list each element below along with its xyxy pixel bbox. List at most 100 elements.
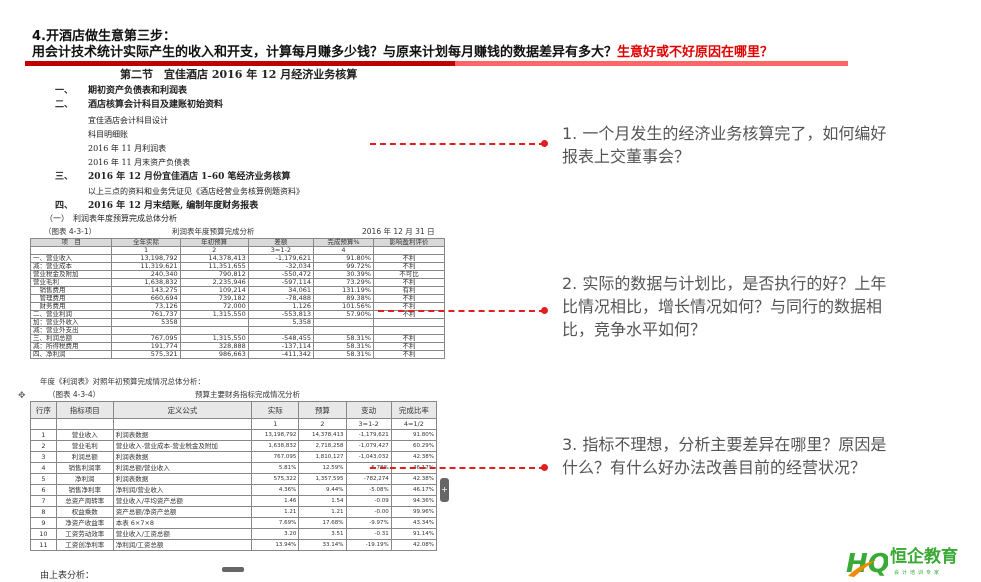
index-cell	[112, 418, 253, 430]
table-row: 5 净利润 利润表数据 575,322 1,357,595 -782,274 42.38%	[30, 473, 438, 485]
table-cell: 本表 6×7×8	[112, 517, 253, 529]
table-cell: 净利润	[55, 473, 114, 485]
table-cell: 5	[30, 473, 57, 485]
brand-name: 恒企教育	[890, 547, 958, 567]
table-cell: 2,718,258	[298, 440, 347, 452]
table-cell: 营业收入/平均资产总额	[112, 495, 253, 507]
table-cell: 营业收入	[55, 429, 114, 441]
table-cell: 不利	[372, 350, 446, 359]
callout-dot-3	[541, 464, 548, 471]
table-cell: 42.38%	[390, 451, 438, 463]
table-row: 3 利润总额 利润表数据 767,095 1,810,127 -1,043,032 42.3…	[30, 451, 438, 463]
table-cell: 91.80%	[390, 429, 438, 441]
callout-dot-2	[541, 307, 548, 314]
callout-dot-1	[541, 140, 548, 147]
table1-title: 利润表年度预算完成分析	[172, 227, 255, 236]
table-cell: 1.46	[251, 495, 300, 507]
table-cell: -1,179,621	[345, 429, 392, 441]
table-cell: 5,358	[247, 318, 314, 327]
table-cell: 17.68%	[298, 517, 347, 529]
table-row: 1 营业收入 利润表数据 13,198,792 14,378,413 -1,179,621…	[30, 429, 438, 441]
table-cell: -0.09	[345, 495, 392, 507]
table-row: 销售费用 143,275 109,214 34,061 131.19% 有利	[29, 286, 446, 295]
table-cell: 资产总额/净资产总额	[112, 506, 253, 518]
table-cell: 1,357,595	[298, 473, 347, 485]
index-cell	[55, 418, 114, 430]
table-cell: 净资产收益率	[55, 517, 114, 529]
table-cell: 9	[30, 517, 57, 529]
table-cell: -1,079,427	[345, 440, 392, 452]
add-row-handle[interactable]	[222, 567, 244, 572]
outline-item: 2016 年 12 月末结账, 编制年度财务报表	[88, 201, 259, 211]
title-underline-dark	[25, 61, 455, 66]
table-cell: 总资产周转率	[55, 495, 114, 507]
table-cell: 营业收入-营业成本-营业税金及附加	[112, 440, 253, 452]
table-cell: 权益乘数	[55, 506, 114, 518]
table-cell: 33.14%	[298, 539, 347, 551]
table-cell: 营业毛利	[55, 440, 114, 452]
table-cell: 利润表数据	[112, 451, 253, 463]
table-cell: 91.14%	[390, 528, 438, 540]
slide-title: 4.开酒店做生意第三步：	[32, 29, 176, 44]
table-cell: 60.29%	[390, 440, 438, 452]
table-cell: 2	[30, 440, 57, 452]
brand-tagline: 会计培训专家	[894, 570, 943, 576]
table-row: 2 营业毛利 营业收入-营业成本-营业税金及附加 1,638,832 2,718,258…	[30, 440, 438, 452]
column-header: 完成比率	[390, 401, 438, 419]
subtitle-highlight: 生意好或不好原因在哪里？	[617, 45, 774, 60]
table-row: 营业毛利 1,638,832 2,235,946 -597,114 73.29% 不利	[29, 278, 446, 287]
outline-item: 2016 年 11 月利润表	[88, 144, 167, 153]
table2-title: 预算主要财务指标完成情况分析	[195, 390, 300, 399]
index-cell: 2	[298, 418, 347, 430]
table-row: 7 总资产周转率 营业收入/平均资产总额 1.46 1.54 -0.09 94.36%	[30, 495, 438, 507]
table-cell: -0.31	[345, 528, 392, 540]
table-cell: -411,342	[247, 350, 314, 359]
table-cell: 8	[30, 506, 57, 518]
table-header-row: 行序 指标项目 定义公式 实际 预算 变动 完成比率	[30, 401, 438, 419]
outline-item: 以上三点的资料和业务凭证见《酒店经营业务核算例题资料》	[88, 187, 304, 196]
table-cell: -19.19%	[345, 539, 392, 551]
outline-item: 科目明细账	[88, 130, 128, 139]
document-section-title: 第二节 宜佳酒店 2016 年 12 月经济业务核算	[120, 68, 358, 81]
index-cell: 4=1/2	[390, 418, 438, 430]
table-cell: 利润表数据	[112, 473, 253, 485]
table-cell: 99.96%	[390, 506, 438, 518]
outline-item: 酒店核算会计科目及建账初始资料	[88, 100, 224, 110]
table-cell: 46.17%	[390, 484, 438, 496]
table-cell: 利润总额/营业收入	[112, 462, 253, 474]
table-cell: 14,378,413	[298, 429, 347, 441]
table-cell: 4	[30, 462, 57, 474]
table-cell: 10	[30, 528, 57, 540]
table-index-row: 1 2 3=1-2 4=1/2	[30, 418, 438, 430]
column-header: 项 目	[29, 238, 113, 247]
callout-line-1	[370, 143, 545, 145]
table1-date: 2016 年 12 月 31 日	[362, 227, 435, 236]
table-row: 一、营业收入 13,198,792 14,378,413 -1,179,621 91.8…	[29, 254, 446, 263]
table-cell: 6	[30, 484, 57, 496]
table-cell: 42.08%	[390, 539, 438, 551]
table2-label: （图表 4-3-4）	[48, 390, 101, 399]
analysis-caption-2: 由上表分析：	[40, 571, 95, 581]
move-handle-icon[interactable]: ✥	[18, 391, 26, 401]
table-cell: 7.69%	[251, 517, 300, 529]
table-cell: 986,663	[179, 350, 249, 359]
callout-line-3	[370, 467, 545, 469]
table-cell: 3.51	[298, 528, 347, 540]
table-cell: -1,043,032	[345, 451, 392, 463]
table-cell	[312, 318, 374, 327]
table-row: 财务费用 73,126 72,000 1,126 101.56% 不利	[29, 302, 446, 311]
table-cell: 1.21	[298, 506, 347, 518]
title-underline-light	[455, 61, 848, 66]
table-cell: 42.38%	[390, 473, 438, 485]
table-cell: 1,810,127	[298, 451, 347, 463]
outline-number: 二、	[55, 100, 74, 110]
table-cell: 3.20	[251, 528, 300, 540]
table-cell: -5.08%	[345, 484, 392, 496]
table-row: 11 工资创净利率 净利润/工资总额 13.94% 33.14% -19.19% 42.08…	[30, 539, 438, 551]
table-cell: 销售净利率	[55, 484, 114, 496]
note-3: 3. 指标不理想，分析主要差异在哪里？原因是什么？有什么好办法改善目前的经营状况…	[562, 435, 887, 477]
outline-number: 一、	[55, 86, 74, 96]
outline-item: 宜佳酒店会计科目设计	[88, 116, 168, 125]
note-1: 1. 一个月发生的经济业务核算完了，如何编好报表上交董事会？	[562, 124, 887, 166]
add-column-handle[interactable]: +	[440, 478, 449, 502]
